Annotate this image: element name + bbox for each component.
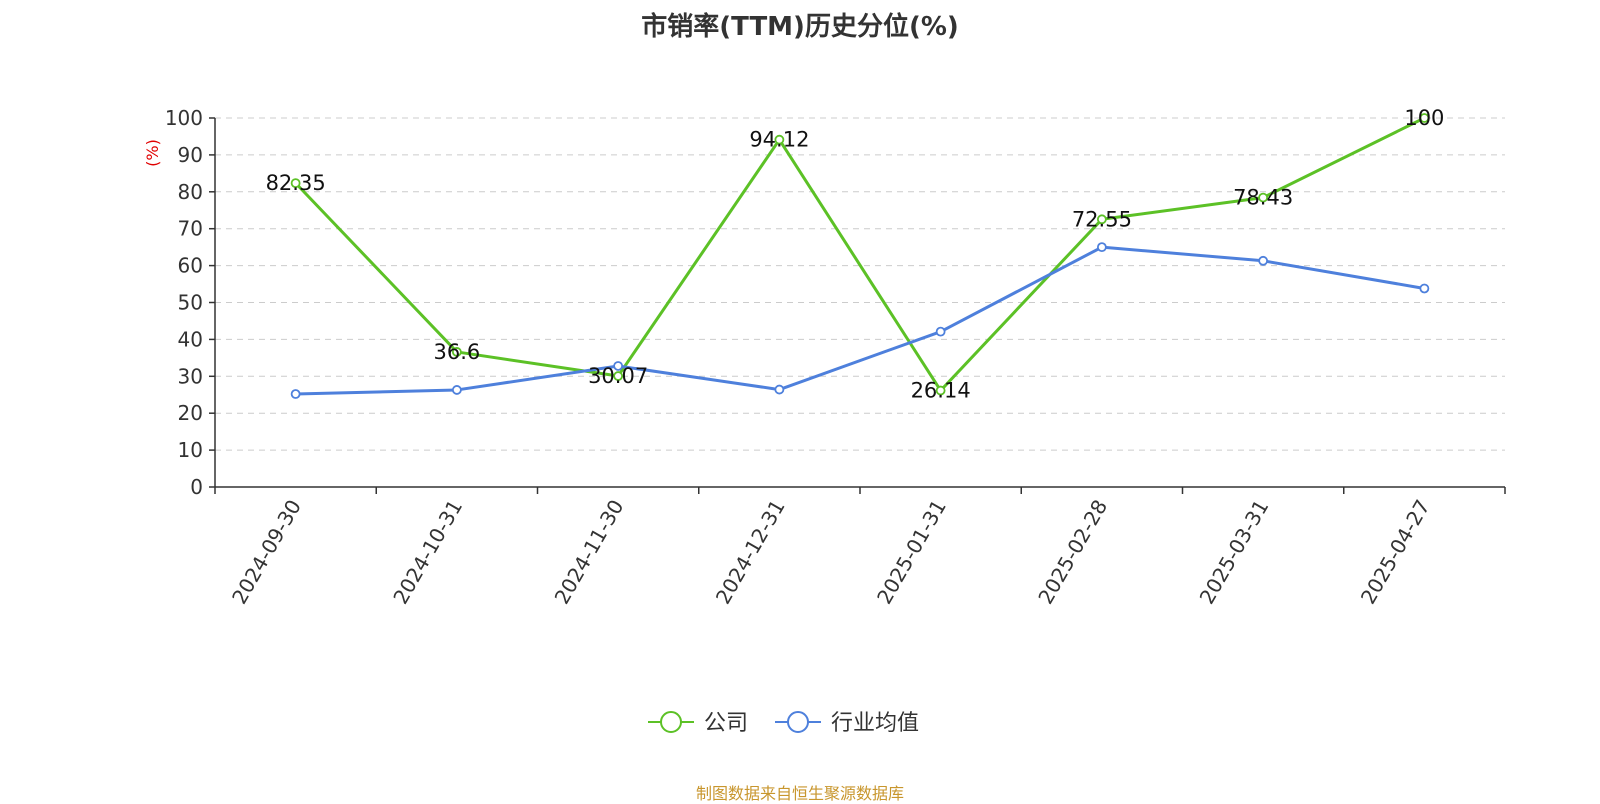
data-point: [1258, 255, 1269, 266]
y-axis-unit: (%): [143, 139, 162, 167]
x-tick-label: 2024-11-30: [550, 496, 629, 609]
data-point: [1419, 283, 1430, 294]
data-label: 100: [1404, 106, 1444, 130]
y-tick-label: 70: [178, 217, 203, 241]
data-label: 26.14: [911, 379, 971, 403]
legend-marker: [660, 711, 682, 733]
data-point: [935, 326, 946, 337]
data-label: 72.55: [1072, 207, 1132, 231]
data-source-note: 制图数据来自恒生聚源数据库: [695, 784, 904, 803]
data-point: [1096, 214, 1107, 225]
y-tick-label: 40: [178, 327, 203, 351]
data-label: 78.43: [1233, 186, 1293, 210]
x-tick-label: 2024-09-30: [227, 496, 306, 609]
legend-marker: [787, 711, 809, 733]
data-point: [290, 178, 301, 189]
data-point: [774, 134, 785, 145]
series-line-industry: [295, 245, 1425, 396]
data-point: [774, 384, 785, 395]
chart-title: 市销率(TTM)历史分位(%): [641, 12, 959, 42]
data-label: 30.07: [588, 364, 648, 388]
data-label: 94.12: [749, 128, 809, 152]
y-tick-label: 30: [178, 364, 203, 388]
data-point: [451, 347, 462, 357]
x-tick-label: 2025-03-31: [1195, 496, 1274, 609]
data-label: 82.35: [266, 171, 326, 195]
series-line-company: [294, 116, 1426, 393]
legend-item-company: 公司: [704, 711, 748, 736]
y-tick-label: 20: [178, 401, 203, 425]
x-tick-label: 2024-12-31: [711, 496, 790, 609]
data-point: [613, 361, 624, 371]
y-tick-label: 80: [178, 180, 203, 204]
data-point: [1096, 242, 1107, 253]
data-point: [451, 385, 462, 395]
data-point: [613, 371, 624, 381]
data-point: [1258, 192, 1269, 203]
x-tick-label: 2025-01-31: [872, 496, 951, 609]
y-tick-label: 50: [178, 291, 203, 315]
data-point: [935, 385, 946, 396]
legend-item-industry: 行业均值: [831, 711, 919, 736]
data-point: [290, 389, 301, 399]
y-tick-label: 10: [178, 438, 203, 462]
x-tick-label: 2025-02-28: [1033, 496, 1112, 609]
y-tick-label: 90: [178, 143, 203, 167]
y-tick-label: 100: [165, 106, 203, 130]
data-point: [1419, 113, 1430, 123]
y-tick-label: 60: [178, 254, 203, 278]
x-tick-label: 2025-04-27: [1356, 496, 1435, 609]
x-tick-label: 2024-10-31: [388, 496, 467, 609]
data-label: 36.6: [433, 340, 480, 364]
y-tick-label: 0: [190, 475, 203, 499]
